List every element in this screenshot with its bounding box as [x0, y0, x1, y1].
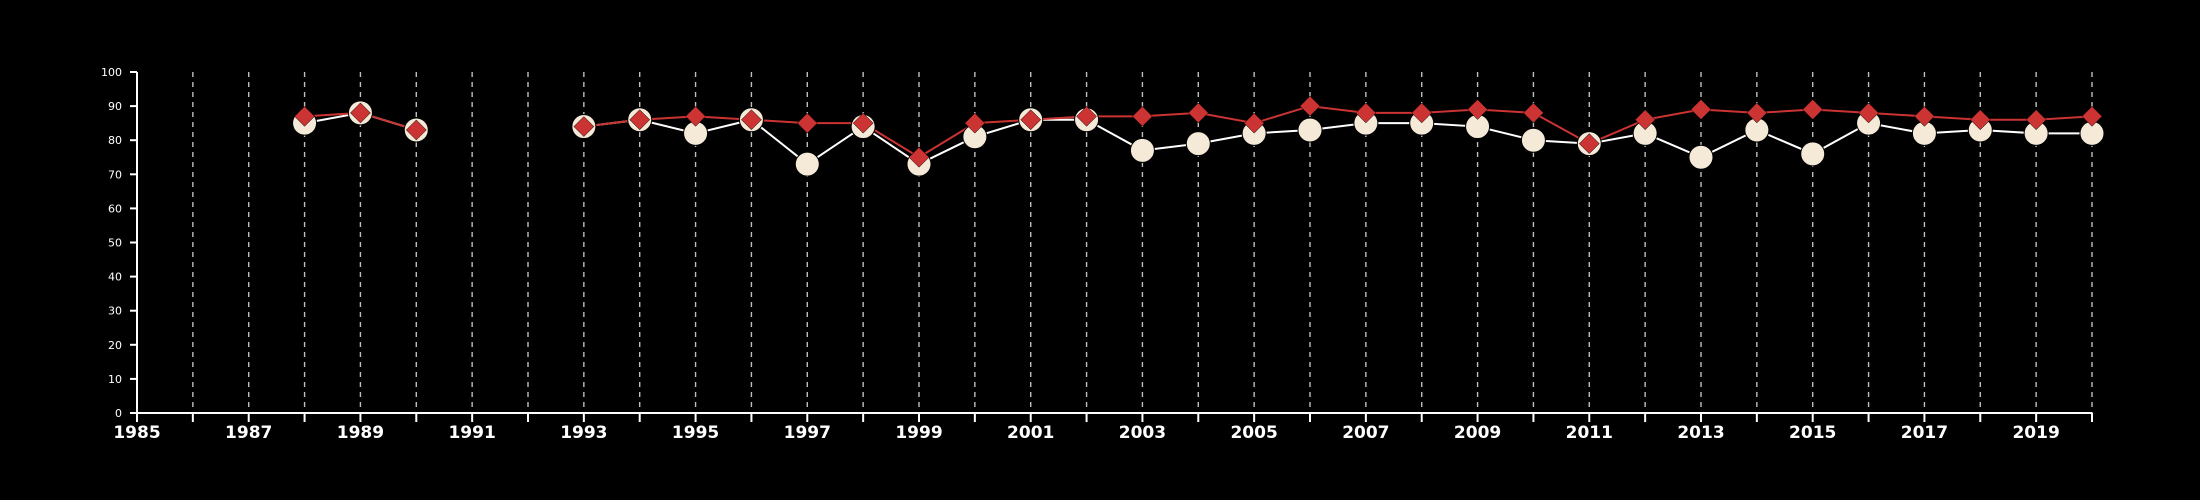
series-2-point: [1467, 99, 1488, 120]
series-2-point: [685, 105, 706, 127]
series-2-point: [405, 119, 427, 141]
series-2-point: [1578, 133, 1600, 154]
series-2-point: [2081, 105, 2103, 127]
series-2-point: [1187, 102, 1209, 124]
series-2-point: [1355, 102, 1377, 124]
series-2-point: [1132, 105, 1153, 127]
x-tick-label: 2001: [1007, 423, 1054, 443]
y-tick-label: 40: [108, 271, 122, 284]
x-tick-label: 1989: [337, 423, 384, 443]
series-2-point: [1969, 109, 1991, 131]
x-tick-label: 2013: [1677, 423, 1724, 443]
axes: 0 10 20 30 40 50 60 70 80 90 100 1985 1987 1989 1991 19…: [101, 66, 2093, 443]
series-1-point: [1185, 131, 1211, 157]
x-tick-label: 2007: [1342, 423, 1389, 443]
series-2-point: [1690, 99, 1712, 120]
series-2-point: [908, 146, 930, 168]
x-tick-label: 2015: [1789, 423, 1836, 443]
series-2-point: [2025, 109, 2047, 131]
series-2-point: [1299, 95, 1321, 117]
y-tick-label: 90: [108, 100, 122, 113]
series-2-point: [1634, 109, 1656, 131]
series-2-point: [1746, 102, 1768, 124]
series-2-point: [852, 112, 874, 134]
x-tick-label: 2009: [1454, 423, 1501, 443]
x-tick-label: 2005: [1230, 423, 1277, 443]
x-tick-label: 1999: [895, 423, 942, 443]
series-2-point: [964, 112, 986, 134]
series-2-point: [1523, 102, 1544, 124]
series-1-point: [794, 151, 820, 177]
series-2-point: [294, 105, 315, 127]
series-2-point: [1020, 109, 1042, 131]
x-tick-label: 2019: [2012, 423, 2059, 443]
x-tick-label: 2003: [1119, 423, 1166, 443]
y-tick-label: 70: [108, 168, 122, 181]
y-tick-label: 50: [108, 237, 122, 250]
series-2-point: [1802, 99, 1824, 120]
series-1-point: [1129, 137, 1155, 163]
series-2-point: [1411, 102, 1433, 124]
y-tick-label: 0: [115, 407, 122, 420]
series-1-point: [1800, 141, 1826, 167]
y-tick-label: 10: [108, 373, 122, 386]
x-tick-label: 1985: [113, 423, 160, 443]
x-tick-label: 1991: [448, 423, 495, 443]
x-tick-label: 2017: [1901, 423, 1948, 443]
series-2-point: [350, 102, 371, 124]
series-group: [292, 95, 2105, 177]
series-2-point: [1914, 105, 1935, 127]
x-tick-label: 1995: [672, 423, 719, 443]
x-tick-label: 1987: [225, 423, 272, 443]
series-1-point: [1297, 117, 1323, 143]
series-1-point: [1688, 144, 1714, 170]
series-2-point: [796, 112, 818, 134]
x-tick-label: 1993: [560, 423, 607, 443]
series-2-point: [741, 109, 762, 131]
series-1-point: [1520, 127, 1546, 153]
series-1-line: [583, 118, 2092, 166]
y-tick-label: 60: [108, 202, 122, 215]
x-tick-label: 2011: [1566, 423, 1613, 443]
y-tick-label: 100: [101, 66, 122, 79]
series-2-point: [1243, 112, 1265, 134]
series-2-line: [583, 105, 2093, 159]
series-2-point: [629, 109, 651, 131]
series-2-point: [1858, 102, 1879, 124]
gridlines: [192, 72, 2093, 413]
y-tick-label: 30: [108, 305, 122, 318]
y-tick-label: 80: [108, 134, 122, 147]
y-tick-label: 20: [108, 339, 122, 352]
series-2-point: [1076, 105, 1097, 127]
x-tick-label: 1997: [784, 423, 831, 443]
series-2-point: [573, 116, 595, 137]
